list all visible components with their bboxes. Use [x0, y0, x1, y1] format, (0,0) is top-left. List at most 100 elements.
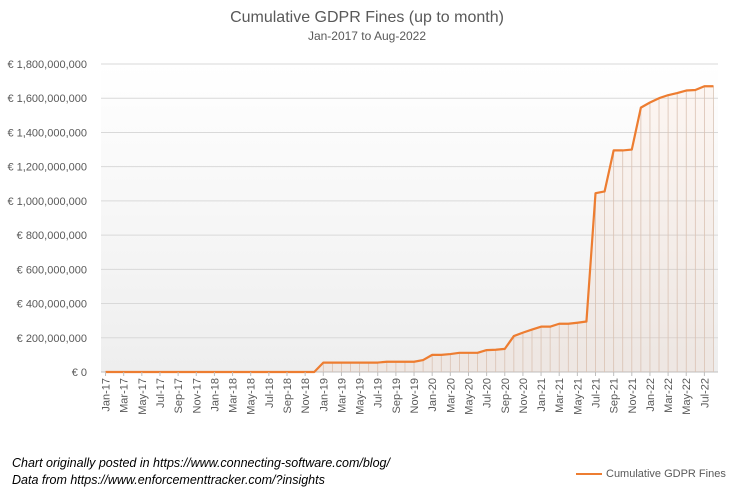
data-point: [585, 321, 587, 323]
data-point: [168, 371, 170, 373]
x-tick-label: Nov-18: [300, 378, 312, 413]
plot-area: [101, 64, 718, 372]
data-point: [368, 362, 370, 364]
data-point: [458, 352, 460, 354]
x-tick-label: Jan-18: [209, 378, 221, 412]
y-tick-label: € 1,600,000,000: [7, 93, 87, 105]
y-tick-label: € 1,200,000,000: [7, 162, 87, 174]
data-point: [377, 362, 379, 364]
data-point: [558, 323, 560, 325]
data-point: [522, 332, 524, 334]
data-point: [331, 362, 333, 364]
chart-svg: Cumulative GDPR Fines (up to month) Jan-…: [7, 9, 718, 415]
x-tick-label: Mar-17: [119, 378, 131, 413]
data-point: [422, 359, 424, 361]
y-tick-label: € 1,400,000,000: [7, 127, 87, 139]
data-point: [640, 107, 642, 109]
data-point: [685, 90, 687, 92]
data-point: [676, 92, 678, 94]
data-point: [350, 362, 352, 364]
data-point: [277, 371, 279, 373]
x-tick-label: Nov-19: [409, 378, 421, 413]
data-point: [204, 371, 206, 373]
y-tick-label: € 400,000,000: [17, 299, 87, 311]
x-tick-label: Mar-19: [336, 378, 348, 413]
x-tick-label: Nov-20: [518, 378, 530, 413]
x-tick-label: Sep-21: [609, 378, 621, 413]
x-tick-label: May-22: [681, 378, 693, 415]
x-tick-label: Jul-22: [699, 378, 711, 408]
data-point: [712, 85, 714, 87]
y-tick-label: € 600,000,000: [17, 264, 87, 276]
chart-title: Cumulative GDPR Fines (up to month): [230, 9, 504, 26]
data-point: [386, 361, 388, 363]
x-tick-label: May-17: [137, 378, 149, 415]
y-tick-label: € 1,800,000,000: [7, 59, 87, 71]
x-tick-label: Jul-18: [264, 378, 276, 408]
data-point: [150, 371, 152, 373]
x-tick-label: Mar-22: [663, 378, 675, 413]
data-point: [658, 97, 660, 99]
data-point: [404, 361, 406, 363]
series-line: [105, 85, 714, 374]
data-point: [595, 192, 597, 194]
data-point: [449, 353, 451, 355]
data-point: [431, 354, 433, 356]
data-point: [477, 352, 479, 354]
y-tick-label: € 800,000,000: [17, 230, 87, 242]
data-point: [467, 352, 469, 354]
data-point: [549, 326, 551, 328]
x-tick-label: Sep-20: [500, 378, 512, 413]
x-tick-label: Nov-17: [191, 378, 203, 413]
data-point: [667, 94, 669, 96]
data-point: [495, 349, 497, 351]
x-tick-label: Mar-18: [228, 378, 240, 413]
data-point: [413, 361, 415, 363]
data-point: [504, 348, 506, 350]
y-tick-label: € 0: [72, 367, 87, 379]
y-tick-label: € 200,000,000: [17, 333, 87, 345]
data-point: [486, 349, 488, 351]
data-point: [395, 361, 397, 363]
x-tick-label: Jan-20: [427, 378, 439, 412]
legend: Cumulative GDPR Fines: [576, 468, 726, 480]
x-tick-label: Mar-20: [445, 378, 457, 413]
x-tick-label: Nov-21: [627, 378, 639, 413]
data-point: [359, 362, 361, 364]
data-point: [613, 149, 615, 151]
x-tick-label: May-20: [463, 378, 475, 415]
x-tick-label: Jul-20: [482, 378, 494, 408]
x-tick-label: Mar-21: [554, 378, 566, 413]
data-point: [649, 102, 651, 104]
x-tick-label: Sep-17: [173, 378, 185, 413]
data-point: [322, 362, 324, 364]
data-point: [259, 371, 261, 373]
data-point: [241, 371, 243, 373]
data-point: [531, 329, 533, 331]
data-point: [340, 362, 342, 364]
data-point: [576, 322, 578, 324]
data-point: [513, 335, 515, 337]
data-point: [186, 371, 188, 373]
x-tick-label: Jul-19: [373, 378, 385, 408]
data-point: [604, 190, 606, 192]
x-tick-label: Sep-18: [282, 378, 294, 413]
x-tick-label: May-19: [355, 378, 367, 415]
source-note-2: Data from https://www.enforcementtracker…: [12, 473, 325, 487]
source-note-1: Chart originally posted in https://www.c…: [12, 456, 390, 470]
data-point: [295, 371, 297, 373]
data-point: [567, 323, 569, 325]
chart-subtitle: Jan-2017 to Aug-2022: [308, 29, 426, 43]
x-tick-label: Jan-21: [536, 378, 548, 412]
x-tick-label: May-21: [572, 378, 584, 415]
x-tick-label: Sep-19: [391, 378, 403, 413]
x-tick-label: Jan-19: [318, 378, 330, 412]
y-tick-label: € 1,000,000,000: [7, 196, 87, 208]
data-point: [631, 149, 633, 151]
data-point: [114, 371, 116, 373]
data-point: [622, 149, 624, 151]
x-tick-label: Jan-17: [101, 378, 113, 412]
data-point: [222, 371, 224, 373]
x-tick-label: Jul-21: [591, 378, 603, 408]
